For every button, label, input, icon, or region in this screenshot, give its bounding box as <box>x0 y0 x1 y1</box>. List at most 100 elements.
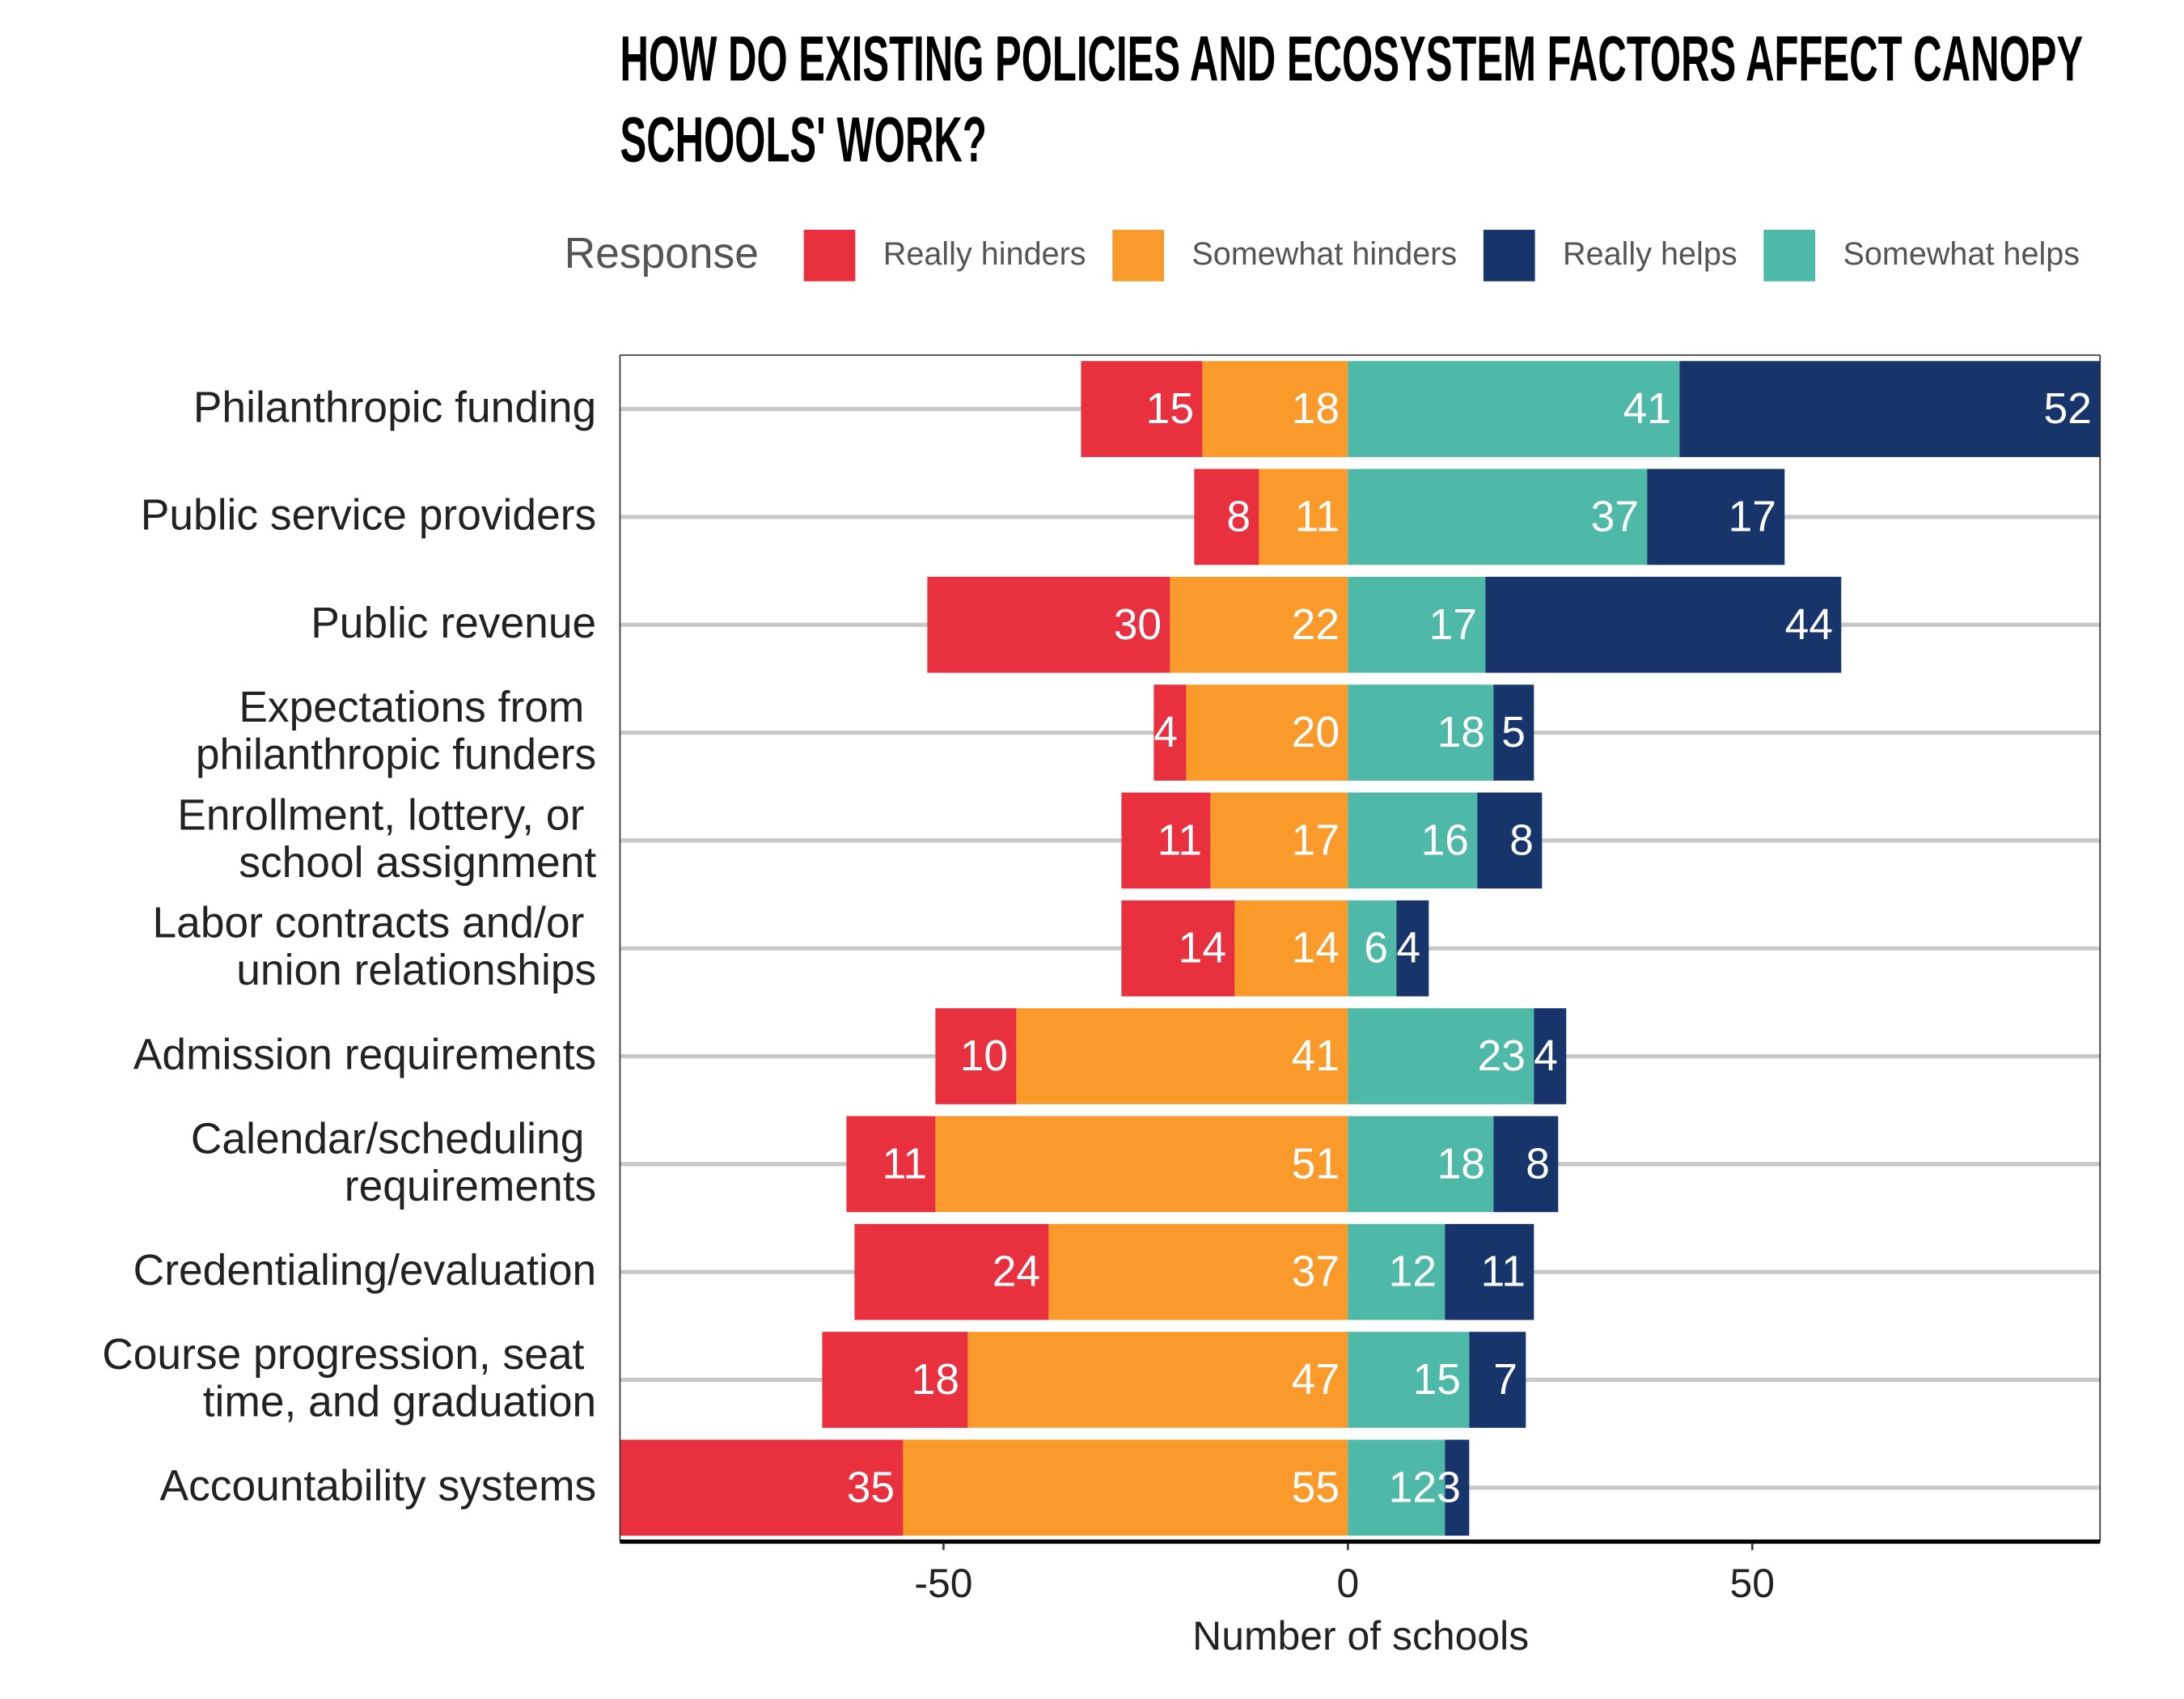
legend-key <box>803 230 856 282</box>
data-label: 20 <box>1292 709 1340 756</box>
data-label: 12 <box>1389 1248 1437 1296</box>
legend-key <box>1483 230 1535 282</box>
data-label: 52 <box>2044 385 2092 433</box>
data-label: 17 <box>1292 816 1340 864</box>
bar-segment <box>1348 684 1494 781</box>
bar-segment <box>1348 1332 1470 1428</box>
bar-segment <box>1016 1008 1348 1104</box>
data-label: 6 <box>1364 925 1388 972</box>
bar-segment <box>1194 468 1259 566</box>
y-tick-label: Expectations from philanthropic funders <box>196 684 596 779</box>
data-label: 3 <box>1437 1464 1461 1511</box>
x-axis-title: Number of schools <box>1192 1613 1529 1659</box>
bar-segment <box>1348 900 1397 997</box>
data-label: 51 <box>1292 1140 1340 1188</box>
data-label: 14 <box>1292 925 1340 972</box>
y-tick-label: Calendar/scheduling requirements <box>191 1115 596 1210</box>
y-tick-label: Enrollment, lottery, or school assignmen… <box>177 791 596 887</box>
bar-segment <box>1445 1439 1470 1536</box>
bar-segment <box>1348 1008 1534 1104</box>
data-label: 24 <box>993 1248 1040 1296</box>
data-label: 10 <box>960 1032 1008 1080</box>
bar-segment <box>935 1008 1017 1104</box>
bar-segment <box>1348 792 1478 889</box>
bar-segment <box>854 1223 1049 1320</box>
data-label: 23 <box>1478 1032 1526 1080</box>
bar-segment <box>1469 1332 1526 1428</box>
legend-label: Really hinders <box>883 236 1086 272</box>
y-tick-label: Public service providers <box>141 492 596 540</box>
bar-segment <box>903 1439 1348 1536</box>
data-label: 7 <box>1493 1356 1517 1404</box>
y-tick-label: Philanthropic funding <box>193 383 596 431</box>
bar-segment <box>1348 1116 1494 1213</box>
bar-segment <box>822 1332 968 1428</box>
data-label: 15 <box>1146 385 1194 433</box>
data-label: 37 <box>1591 493 1639 540</box>
x-tick-label: 50 <box>1730 1561 1776 1606</box>
bar-segment <box>620 1439 904 1536</box>
data-label: 55 <box>1292 1464 1340 1511</box>
data-label: 8 <box>1526 1140 1550 1188</box>
bar-segment <box>1202 361 1348 457</box>
legend-key <box>1112 230 1164 282</box>
bar-segment <box>1348 468 1648 566</box>
bar-segment <box>1493 1116 1559 1213</box>
bar-segment <box>1210 792 1348 889</box>
chart-title: HOW DO EXISTING POLICIES AND ECOSYSTEM F… <box>620 23 2093 176</box>
x-tick-label: -50 <box>914 1561 972 1606</box>
data-label: 11 <box>882 1140 927 1188</box>
legend-label: Somewhat hinders <box>1191 236 1457 272</box>
data-label: 18 <box>1437 709 1485 756</box>
data-label: 14 <box>1179 925 1226 972</box>
bar-segment <box>1121 792 1211 889</box>
bar-segment <box>1348 361 1680 457</box>
bar-segment <box>1234 900 1348 997</box>
data-label: 8 <box>1509 816 1534 864</box>
data-label: 17 <box>1429 601 1477 649</box>
data-label: 4 <box>1396 925 1420 972</box>
data-label: 8 <box>1226 493 1251 540</box>
data-label: 15 <box>1413 1356 1461 1404</box>
data-label: 18 <box>1292 385 1340 433</box>
data-label: 47 <box>1292 1356 1340 1404</box>
bar-segment <box>1348 1439 1445 1536</box>
data-label: 18 <box>912 1356 959 1404</box>
data-label: 44 <box>1785 601 1833 649</box>
bar-segment <box>846 1116 936 1213</box>
data-label: 4 <box>1534 1032 1558 1080</box>
y-tick-label: Public revenue <box>311 600 596 647</box>
bar-segment <box>1485 576 1842 673</box>
data-label: 22 <box>1292 601 1340 649</box>
bar-segment <box>1396 900 1429 997</box>
bar-segment <box>1534 1008 1567 1104</box>
bar-segment <box>1445 1223 1534 1320</box>
y-tick-label: Labor contracts and/or union relationshi… <box>152 900 596 995</box>
y-tick-label: Accountability systems <box>159 1463 596 1510</box>
data-label: 35 <box>847 1464 895 1511</box>
bar-segment <box>1186 684 1348 781</box>
legend-title: Response <box>565 230 759 278</box>
bar-segment <box>967 1332 1348 1428</box>
data-label: 18 <box>1437 1140 1485 1188</box>
bar-segment <box>1647 468 1785 566</box>
data-label: 41 <box>1292 1032 1340 1080</box>
bar-segment <box>935 1116 1348 1213</box>
bar-segment <box>1153 684 1187 781</box>
data-label: 30 <box>1114 601 1162 649</box>
bar-segment <box>1348 1223 1445 1320</box>
bar-segment <box>1679 361 2101 457</box>
data-label: 11 <box>1295 493 1340 540</box>
x-tick-label: 0 <box>1336 1561 1359 1606</box>
data-label: 4 <box>1153 709 1178 756</box>
legend-label: Really helps <box>1563 236 1737 272</box>
data-label: 11 <box>1158 816 1202 864</box>
data-label: 5 <box>1501 709 1526 756</box>
y-tick-label: Admission requirements <box>133 1031 596 1078</box>
bar-segment <box>1259 468 1348 566</box>
data-label: 37 <box>1292 1248 1340 1296</box>
bar-segment <box>1121 900 1235 997</box>
legend-key <box>1763 230 1816 282</box>
bar-segment <box>1170 576 1348 673</box>
